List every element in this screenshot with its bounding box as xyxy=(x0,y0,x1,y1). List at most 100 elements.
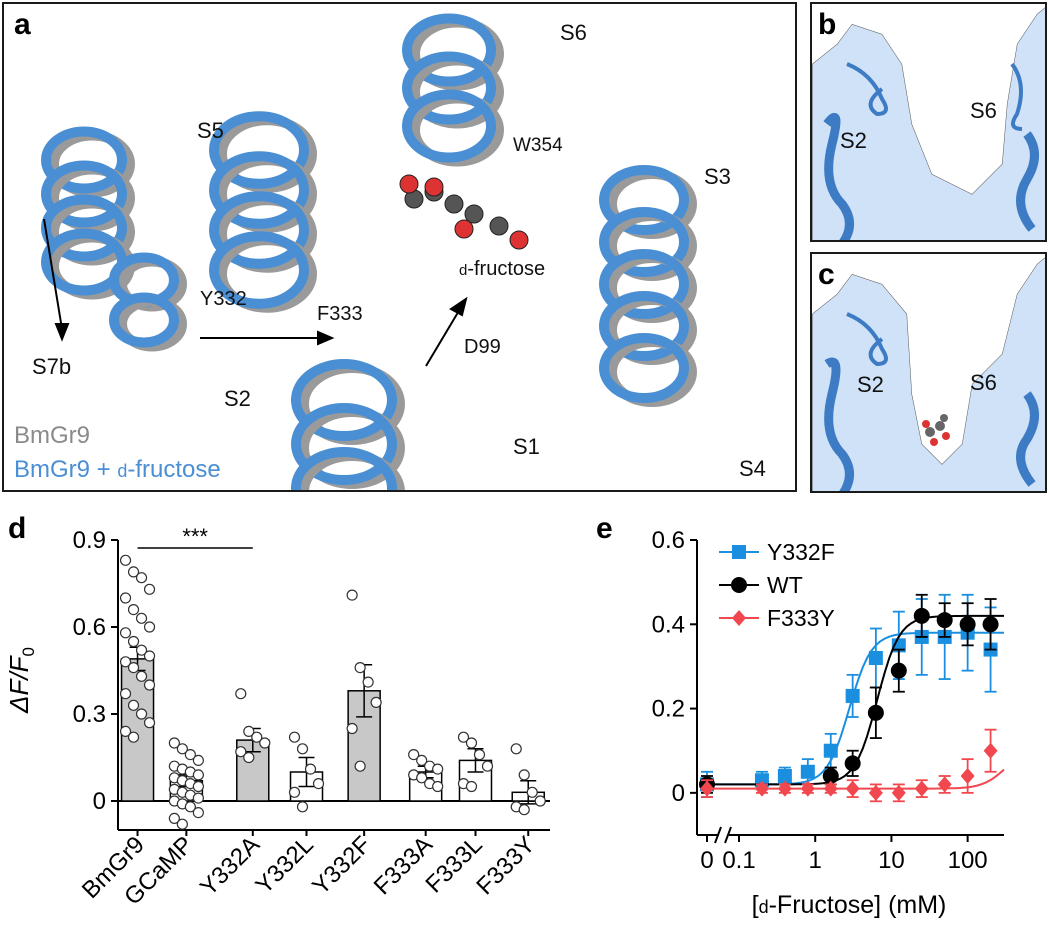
helix-holo-coil xyxy=(402,13,496,87)
legend-holo-smallcap: d xyxy=(117,461,128,481)
legend-marker xyxy=(732,610,746,626)
data-point xyxy=(312,778,325,790)
helix-holo-coil xyxy=(599,249,689,319)
panel-c-illustration xyxy=(812,254,1045,491)
helix-holo-coil xyxy=(209,231,309,309)
data-point xyxy=(168,737,180,749)
x-tick-label: 100 xyxy=(948,847,988,874)
marker-wt xyxy=(890,662,907,679)
y-tick-label: 0.3 xyxy=(73,701,106,728)
data-point xyxy=(119,554,132,566)
data-point xyxy=(288,786,301,798)
legend-holo-prefix: BmGr9 + xyxy=(14,456,118,483)
y-tick-label: 0.6 xyxy=(652,527,685,554)
data-point xyxy=(184,801,196,813)
panel-b-s2-label: S2 xyxy=(840,128,867,153)
x-tick-label: F333A xyxy=(369,831,438,900)
y-tick-label: 0.9 xyxy=(73,527,106,554)
data-point xyxy=(473,749,486,761)
ligand-label: d-fructose xyxy=(459,258,545,281)
residue-label-f333: F333 xyxy=(317,303,363,325)
data-point xyxy=(243,725,255,737)
marker-f333y xyxy=(823,780,838,797)
ligand-atom xyxy=(509,230,529,250)
panel-c-label: c xyxy=(818,258,835,291)
data-point xyxy=(176,743,188,755)
panel-d-label: d xyxy=(8,512,27,545)
helix-holo-coil xyxy=(599,291,689,361)
structure-illustration xyxy=(41,13,697,490)
data-point xyxy=(408,749,420,761)
data-point xyxy=(416,754,428,766)
data-point xyxy=(127,699,140,711)
data-point xyxy=(143,679,156,691)
legend-label: F333Y xyxy=(767,605,835,631)
bar-y332f xyxy=(347,690,381,802)
panel-b-surface: b S2 S6 xyxy=(810,2,1047,242)
legend-marker xyxy=(732,545,746,559)
helix-label-s6: S6 xyxy=(560,20,587,45)
ligand-label-smallcap: d xyxy=(459,262,468,279)
data-point xyxy=(465,737,478,749)
data-point xyxy=(259,737,271,749)
data-point xyxy=(534,795,546,807)
chart-e: 0 0.2 0.4 0.6 0 0.1 1 10 100[d-Fructose] (mM) Y33… xyxy=(652,527,1005,919)
data-point xyxy=(192,780,204,793)
data-point xyxy=(119,592,132,604)
data-point xyxy=(127,662,140,674)
data-point xyxy=(192,807,204,819)
helix-holo-coil xyxy=(41,126,127,194)
helix-holo-coil xyxy=(109,292,179,348)
data-point xyxy=(296,743,309,755)
data-point xyxy=(346,589,358,601)
marker-f333y xyxy=(891,784,906,801)
legend-apo: BmGr9 xyxy=(14,422,91,449)
legend-marker xyxy=(731,577,747,593)
helix-label-s4: S4 xyxy=(739,456,766,481)
data-point xyxy=(354,662,366,674)
data-point xyxy=(135,708,148,720)
data-point xyxy=(370,696,382,708)
marker-wt xyxy=(982,616,999,633)
marker-y332f xyxy=(823,743,838,758)
marker-f333y xyxy=(983,742,998,759)
marker-f333y xyxy=(868,784,883,801)
helix-holo-coil xyxy=(599,333,689,403)
panel-c-s6-label: S6 xyxy=(970,370,997,395)
y-tick-label: 0.2 xyxy=(652,696,685,723)
axis-break xyxy=(714,826,722,844)
helix-holo-coil xyxy=(291,359,397,441)
helix-holo-coil xyxy=(291,403,397,485)
x-tick-label: 10 xyxy=(878,847,905,874)
legend-holo: BmGr9 + d-fructose xyxy=(14,456,221,484)
axis-break xyxy=(724,826,732,844)
data-point xyxy=(518,804,530,816)
x-axis-label: [d-Fructose] (mM) xyxy=(752,891,947,919)
marker-f333y xyxy=(754,780,769,797)
panel-a-label: a xyxy=(14,8,31,41)
marker-f333y xyxy=(700,780,714,797)
y-tick-label: 0.4 xyxy=(652,611,685,638)
residue-label-y332: Y332 xyxy=(200,288,247,310)
helix-holo-coil xyxy=(209,191,309,269)
data-point xyxy=(510,743,522,755)
data-point xyxy=(432,763,444,775)
panel-c-s2-label: S2 xyxy=(857,372,884,397)
helix-holo-coil xyxy=(599,165,689,235)
panel-c-surface: c S2 S6 xyxy=(810,252,1047,493)
significance-label: *** xyxy=(182,524,208,549)
data-point xyxy=(296,801,309,813)
helix-holo-coil xyxy=(209,111,309,189)
marker-f333y xyxy=(937,776,952,793)
data-point xyxy=(354,760,366,772)
legend-label: Y332F xyxy=(767,539,835,565)
data-point xyxy=(143,583,156,595)
data-point xyxy=(251,731,263,743)
data-point xyxy=(135,612,148,624)
x-tick-label: 0 xyxy=(700,847,713,874)
x-tick-label: 0.1 xyxy=(722,847,755,874)
data-point xyxy=(143,717,156,729)
x-tick-label: F333Y xyxy=(471,831,540,900)
data-point xyxy=(235,746,247,758)
data-point xyxy=(288,731,301,743)
